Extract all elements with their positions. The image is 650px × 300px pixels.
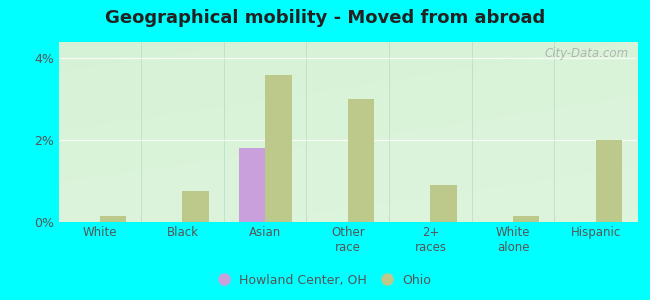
Text: City-Data.com: City-Data.com <box>544 47 629 60</box>
Bar <box>183 191 209 222</box>
Bar <box>265 75 292 222</box>
Bar <box>513 216 540 222</box>
Bar <box>239 148 265 222</box>
Text: Geographical mobility - Moved from abroad: Geographical mobility - Moved from abroa… <box>105 9 545 27</box>
Bar <box>430 185 457 222</box>
Bar <box>348 99 374 222</box>
Bar <box>595 140 622 222</box>
Legend: Howland Center, OH, Ohio: Howland Center, OH, Ohio <box>215 270 435 291</box>
Bar <box>100 216 126 222</box>
